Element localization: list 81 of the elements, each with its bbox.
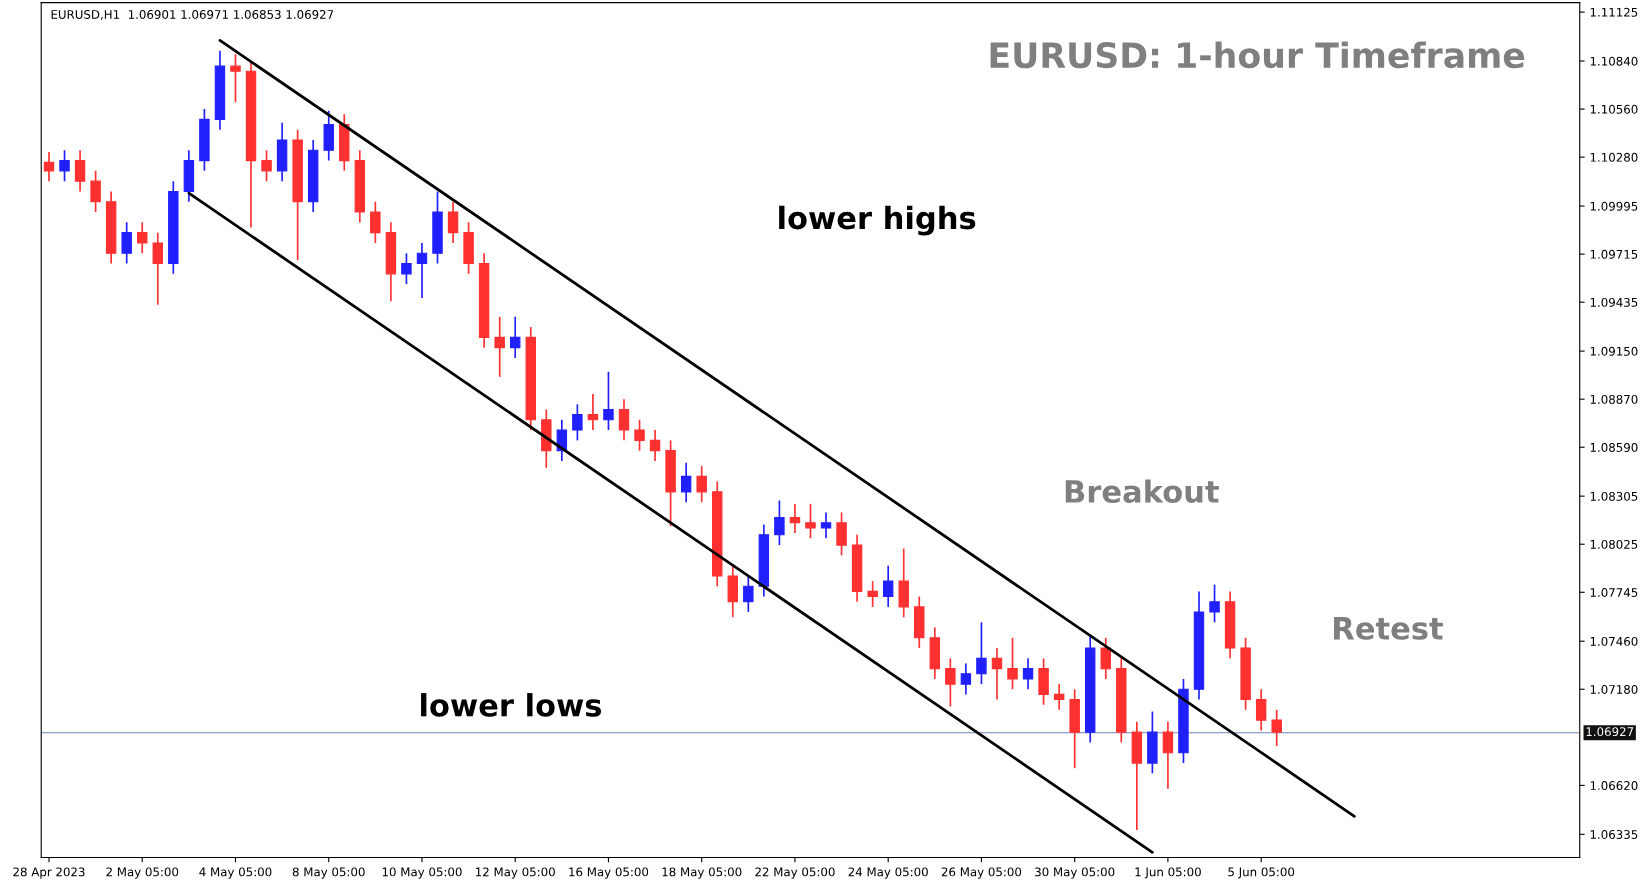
x-tick-label: 2 May 05:00 xyxy=(106,867,179,879)
x-tick-label: 30 May 05:00 xyxy=(1035,867,1115,879)
annotation: Breakout xyxy=(1065,479,1219,504)
y-tick-label: 1.08305 xyxy=(1590,491,1638,501)
candlestick xyxy=(43,151,55,183)
candlestick xyxy=(90,170,101,213)
candlestick xyxy=(370,200,381,244)
candlestick xyxy=(820,511,832,540)
y-tick-label: 1.10560 xyxy=(1590,104,1638,114)
annotation: lower lows xyxy=(421,693,602,717)
y-tick-label: 1.08870 xyxy=(1590,394,1638,404)
y-tick-label: 1.10280 xyxy=(1590,152,1638,162)
candlestick xyxy=(882,564,894,608)
y-tick-label: 1.08590 xyxy=(1590,442,1638,452)
y-tick-label: 1.09150 xyxy=(1590,346,1638,356)
x-tick-label: 8 May 05:00 xyxy=(292,867,365,879)
y-tick-label: 1.09715 xyxy=(1590,249,1638,259)
candlestick xyxy=(680,461,692,503)
candlestick xyxy=(1022,657,1034,691)
candlestick xyxy=(960,662,972,696)
y-tick-label: 1.11125 xyxy=(1590,7,1638,17)
x-tick-label: 16 May 05:00 xyxy=(569,867,649,879)
annotation: lower highs xyxy=(779,205,976,236)
candlestick xyxy=(401,252,412,285)
y-tick-label: 1.09995 xyxy=(1590,201,1638,211)
candlestick xyxy=(1271,709,1282,747)
candlestick xyxy=(1209,583,1220,624)
candlestick xyxy=(1053,683,1065,711)
y-tick-label: 1.09435 xyxy=(1590,297,1638,307)
candlestick xyxy=(976,621,987,685)
candlestick xyxy=(805,503,816,540)
x-tick-label: 26 May 05:00 xyxy=(941,867,1022,879)
candlestick xyxy=(587,393,599,431)
candlestick xyxy=(649,429,661,462)
candlestick xyxy=(603,370,614,431)
candlestick xyxy=(774,499,785,546)
candlestick xyxy=(121,221,132,265)
candlestick xyxy=(789,503,801,534)
x-tick-label: 24 May 05:00 xyxy=(848,867,928,879)
x-tick-label: 10 May 05:00 xyxy=(382,867,462,879)
x-tick-label: 12 May 05:00 xyxy=(476,867,555,879)
candlestick xyxy=(509,315,521,359)
candlestick xyxy=(1007,636,1018,691)
candlestick xyxy=(137,221,148,255)
candlestick xyxy=(447,200,459,244)
x-tick-label: 22 May 05:00 xyxy=(755,867,835,879)
y-tick-label: 1.10840 xyxy=(1590,56,1638,66)
candlestick xyxy=(230,53,241,104)
candlestick xyxy=(1255,688,1267,732)
candlestick xyxy=(572,403,583,442)
candlestick xyxy=(696,465,707,503)
y-tick-label: 1.06620 xyxy=(1590,781,1638,791)
annotation: Retest xyxy=(1334,617,1443,640)
candlestick xyxy=(59,149,70,183)
y-tick-label: 1.08025 xyxy=(1590,539,1638,549)
ref-line-label: 1.06927 xyxy=(1586,727,1634,737)
text: EURUSD: 1-hour Timeframe xyxy=(990,41,1525,69)
candlestick xyxy=(618,398,630,442)
candlestick xyxy=(261,149,272,183)
candlestick xyxy=(494,315,505,378)
candlestick xyxy=(743,575,754,613)
candlestick xyxy=(836,511,847,557)
candlestick xyxy=(416,242,428,299)
x-tick-label: 18 May 05:00 xyxy=(662,867,742,879)
y-tick-label: 1.07180 xyxy=(1590,684,1638,694)
candlestick xyxy=(867,580,878,608)
text: EURUSD,H1 1.06901 1.06971 1.06853 1.06927 xyxy=(51,9,334,21)
candlestick xyxy=(945,657,956,708)
x-tick-label: 5 Jun 05:00 xyxy=(1228,867,1295,879)
candlestick xyxy=(152,231,163,306)
x-tick-label: 4 May 05:00 xyxy=(199,867,272,879)
candlestick xyxy=(1100,636,1111,680)
y-tick-label: 1.06335 xyxy=(1590,830,1638,839)
y-tick-label: 1.07460 xyxy=(1590,636,1638,646)
candlestick xyxy=(634,418,645,452)
candlestick xyxy=(1162,721,1174,790)
y-tick-label: 1.07745 xyxy=(1590,588,1638,597)
candlestick xyxy=(74,149,86,193)
x-tick-label: 28 Apr 2023 xyxy=(13,867,85,879)
x-tick-label: 1 Jun 05:00 xyxy=(1135,867,1201,879)
candlestick xyxy=(991,647,1003,701)
